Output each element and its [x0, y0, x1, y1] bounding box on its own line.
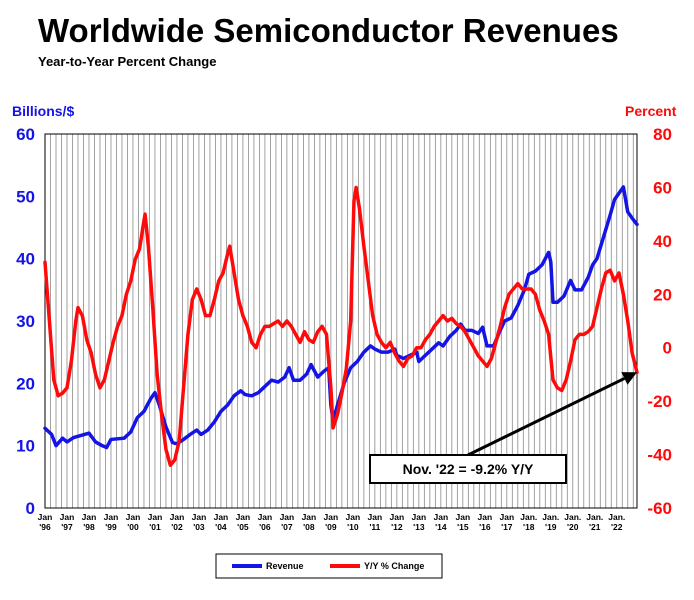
x-tick-label: Jan [346, 512, 361, 522]
legend-label-revenue: Revenue [266, 561, 304, 571]
x-tick-year: '10 [347, 522, 359, 532]
right-tick-label: 40 [653, 232, 672, 251]
x-tick-year: '02 [171, 522, 183, 532]
x-tick-label: Jan. [542, 512, 559, 522]
x-tick-label: Jan. [520, 512, 537, 522]
x-tick-year: '07 [281, 522, 293, 532]
x-tick-year: '14 [435, 522, 447, 532]
x-tick-year: '15 [457, 522, 469, 532]
x-tick-label: Jan. [586, 512, 603, 522]
left-tick-label: 10 [16, 437, 35, 456]
left-tick-label: 50 [16, 187, 35, 206]
x-tick-label: Jan [324, 512, 339, 522]
x-tick-year: '05 [237, 522, 249, 532]
left-tick-label: 40 [16, 250, 35, 269]
x-tick-label: Jan [280, 512, 295, 522]
x-tick-year: '22 [611, 522, 623, 532]
x-tick-label: Jan. [564, 512, 581, 522]
plot-area [44, 133, 638, 509]
x-tick-label: Jan [126, 512, 141, 522]
x-tick-year: '12 [391, 522, 403, 532]
right-tick-label: -40 [647, 446, 672, 465]
x-tick-year: '21 [589, 522, 601, 532]
legend-label-yy-change: Y/Y % Change [364, 561, 424, 571]
x-tick-label: Jan [148, 512, 163, 522]
x-tick-label: Jan [170, 512, 185, 522]
x-tick-label: Jan [390, 512, 405, 522]
left-tick-label: 20 [16, 374, 35, 393]
x-tick-year: '00 [127, 522, 139, 532]
legend: Revenue Y/Y % Change [215, 553, 443, 579]
x-tick-year: '16 [479, 522, 491, 532]
chart-title: Worldwide Semiconductor Revenues [38, 12, 619, 49]
left-tick-label: 0 [26, 499, 35, 518]
x-tick-year: '97 [61, 522, 73, 532]
left-tick-label: 30 [16, 312, 35, 331]
chart-subtitle: Year-to-Year Percent Change [38, 54, 216, 69]
x-tick-label: Jan [214, 512, 229, 522]
x-tick-year: '11 [369, 522, 380, 532]
x-tick-label: Jan [434, 512, 449, 522]
right-tick-label: 60 [653, 178, 672, 197]
annotation-text: Nov. '22 = -9.2% Y/Y [403, 461, 534, 477]
annotation-arrow [467, 377, 626, 457]
x-tick-label: Jan [258, 512, 273, 522]
annotation-arrowhead [621, 372, 637, 385]
x-tick-year: '18 [523, 522, 535, 532]
x-tick-year: '04 [215, 522, 227, 532]
right-tick-label: 80 [653, 125, 672, 144]
series-layer [43, 185, 639, 468]
x-tick-label: Jan [456, 512, 471, 522]
left-axis-title: Billions/$ [12, 103, 74, 119]
x-tick-label: Jan [104, 512, 119, 522]
right-tick-label: 20 [653, 285, 672, 304]
x-tick-label: Jan [368, 512, 383, 522]
x-tick-label: Jan [38, 512, 53, 522]
x-tick-year: '01 [149, 522, 161, 532]
x-tick-year: '09 [325, 522, 337, 532]
yy-change-line [43, 185, 639, 468]
x-tick-year: '08 [303, 522, 315, 532]
annotation: Nov. '22 = -9.2% Y/Y [369, 372, 637, 484]
right-tick-label: 0 [663, 339, 672, 358]
right-tick-label: -60 [647, 499, 672, 518]
x-tick-year: '03 [193, 522, 205, 532]
right-tick-label: -20 [647, 392, 672, 411]
x-tick-label: Jan [302, 512, 317, 522]
x-tick-label: Jan [236, 512, 251, 522]
x-tick-label: Jan. [608, 512, 625, 522]
left-axis: 0 10 20 30 40 50 60 [16, 125, 35, 518]
x-tick-year: '17 [501, 522, 513, 532]
x-axis: Jan'96Jan'97Jan'98Jan'99Jan'00Jan'01Jan'… [38, 512, 626, 532]
x-tick-year: '96 [39, 522, 51, 532]
x-tick-year: '06 [259, 522, 271, 532]
x-tick-label: Jan [412, 512, 427, 522]
x-tick-year: '19 [545, 522, 557, 532]
x-tick-label: Jan [192, 512, 207, 522]
x-tick-year: '99 [105, 522, 117, 532]
x-tick-label: Jan [82, 512, 97, 522]
x-tick-label: Jan [477, 512, 492, 522]
revenue-line [43, 185, 639, 450]
x-tick-year: '98 [83, 522, 95, 532]
x-tick-label: Jan [499, 512, 514, 522]
right-axis-title: Percent [625, 103, 677, 119]
x-tick-year: '20 [567, 522, 579, 532]
x-tick-year: '13 [413, 522, 425, 532]
annotation-box [369, 454, 567, 484]
x-tick-label: Jan [60, 512, 75, 522]
left-tick-label: 60 [16, 125, 35, 144]
right-axis: -60 -40 -20 0 20 40 60 80 [647, 125, 672, 518]
